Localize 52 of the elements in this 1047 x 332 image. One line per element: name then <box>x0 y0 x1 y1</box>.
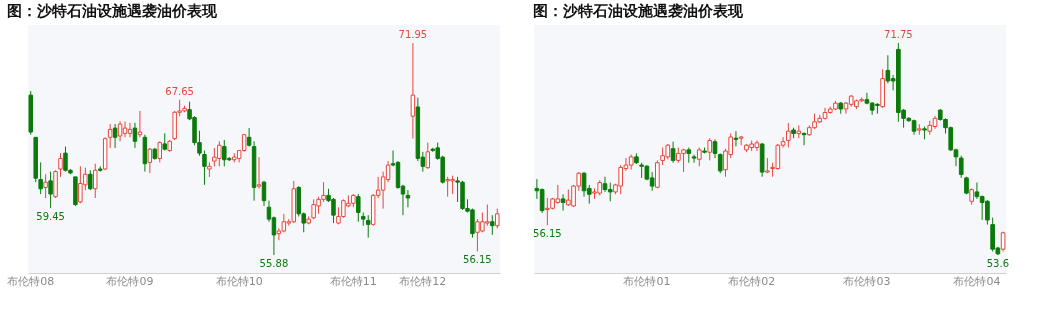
candlestick <box>147 147 153 174</box>
candlestick <box>365 214 371 239</box>
annotation: 56.15 <box>533 228 562 240</box>
x-tick-label: 布伦特03 <box>843 274 891 288</box>
candlestick <box>670 141 676 164</box>
candlestick <box>691 154 697 164</box>
candlestick <box>88 169 93 191</box>
annotation: 59.45 <box>36 210 65 222</box>
candlestick <box>490 214 495 236</box>
candlestick <box>38 161 43 195</box>
chart-title: 图：沙特石油设施遇袭油价表现 <box>6 2 218 20</box>
x-tick-label: 布伦特08 <box>7 274 55 288</box>
candlestick <box>786 122 791 149</box>
candlestick <box>43 173 48 199</box>
candlestick <box>696 147 702 167</box>
candlestick <box>425 142 431 170</box>
x-tick-label: 布伦特02 <box>728 274 776 288</box>
candlestick <box>122 120 128 138</box>
candlestick <box>58 152 63 178</box>
candlestick <box>356 193 361 223</box>
annotation: 55.88 <box>259 258 289 269</box>
candlestick <box>117 120 123 142</box>
candlestick <box>801 131 807 146</box>
candlestick <box>256 156 262 190</box>
annotation: 67.65 <box>165 85 194 97</box>
candlestick <box>717 152 723 174</box>
candlestick <box>137 110 143 138</box>
candlestick <box>560 193 566 212</box>
annotation: 71.75 <box>884 29 913 40</box>
x-tick-label: 布伦特10 <box>215 274 263 288</box>
candlestick <box>48 171 53 209</box>
x-tick-label: 布伦特12 <box>399 274 447 288</box>
annotation: 71.95 <box>398 29 428 40</box>
candlestick <box>712 138 718 159</box>
candlestick <box>127 122 133 138</box>
candlestick <box>246 127 252 148</box>
candlestick <box>93 163 98 199</box>
candlestick <box>405 189 411 208</box>
candlestick <box>707 137 713 161</box>
candlestick <box>157 140 163 163</box>
candlestick <box>112 123 118 149</box>
candlestick <box>202 150 207 186</box>
chart-title: 图：沙特石油设施遇袭油价表现 <box>533 2 745 20</box>
x-tick-label: 布伦特09 <box>106 274 154 288</box>
candlestick <box>410 42 416 140</box>
x-tick-label: 布伦特11 <box>329 274 377 288</box>
x-tick-label: 布伦特04 <box>953 274 1001 288</box>
x-tick-label: 布伦特01 <box>623 274 671 288</box>
candlestick <box>132 122 138 149</box>
annotation: 56.15 <box>463 254 492 266</box>
candlestick <box>733 130 739 147</box>
annotation: 53.6 <box>986 258 1010 269</box>
